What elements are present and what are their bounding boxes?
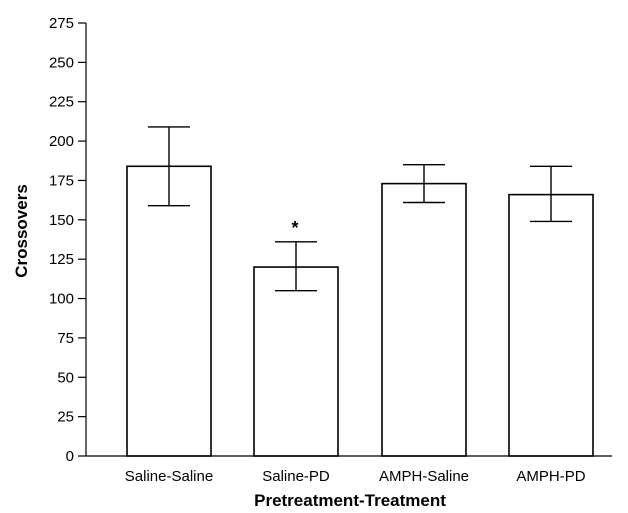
y-tick-label: 150	[49, 212, 74, 229]
y-axis: 0 25 50 75 100 125 150 175 200 225 250 275	[49, 15, 87, 465]
y-tick-label: 200	[49, 133, 74, 150]
x-axis-title: Pretreatment-Treatment	[254, 491, 446, 510]
bar	[253, 266, 339, 457]
y-tick-label: 50	[57, 369, 74, 386]
bar	[508, 193, 594, 457]
bar	[126, 165, 212, 457]
x-axis: Saline-Saline Saline-PD AMPH-Saline AMPH-PD	[86, 455, 612, 485]
y-tick-label: 250	[49, 54, 74, 71]
y-tick-label: 100	[49, 291, 74, 308]
y-tick-label: 275	[49, 15, 74, 32]
y-axis-title: Crossovers	[12, 184, 31, 278]
x-tick-label: AMPH-PD	[516, 468, 585, 485]
y-tick-label: 175	[49, 172, 74, 189]
y-tick-label: 0	[66, 448, 74, 465]
bar	[381, 182, 467, 457]
x-tick-label: Saline-Saline	[125, 468, 213, 485]
y-tick-label: 125	[49, 251, 74, 268]
x-tick-label: AMPH-Saline	[379, 468, 469, 485]
y-tick-label: 25	[57, 409, 74, 426]
y-tick-label: 225	[49, 94, 74, 111]
x-tick-label: Saline-PD	[262, 468, 330, 485]
bars-group: *	[126, 126, 594, 457]
y-tick-label: 75	[57, 330, 74, 347]
significance-marker: *	[291, 218, 298, 238]
